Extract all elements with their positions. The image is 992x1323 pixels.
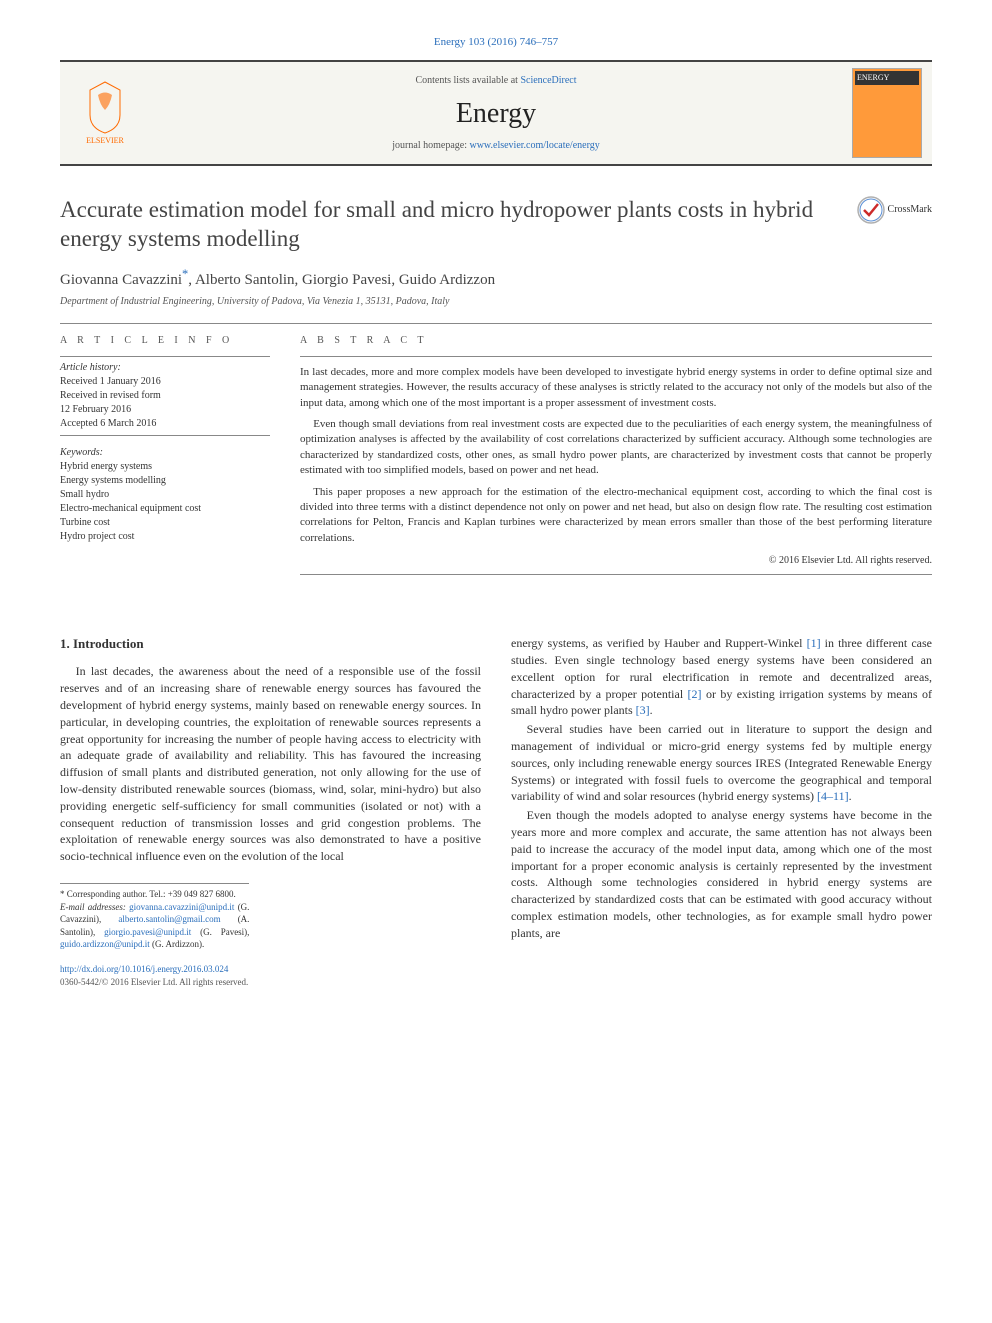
email-3[interactable]: giorgio.pavesi@unipd.it (104, 927, 191, 937)
crossmark-badge[interactable]: CrossMark (857, 196, 932, 224)
corresponding-footnote: * Corresponding author. Tel.: +39 049 82… (60, 888, 249, 901)
ref-link-2[interactable]: [2] (688, 687, 702, 701)
keyword: Small hydro (60, 488, 270, 502)
publisher-name: ELSEVIER (86, 135, 124, 146)
authors-rest: , Alberto Santolin, Giorgio Pavesi, Guid… (188, 272, 495, 288)
abstract-label: A B S T R A C T (300, 334, 932, 348)
history-accepted: Accepted 6 March 2016 (60, 417, 270, 431)
journal-cover-thumbnail: ENERGY (852, 68, 922, 158)
doi-block: http://dx.doi.org/10.1016/j.energy.2016.… (60, 963, 481, 988)
ref-link-1[interactable]: [1] (807, 636, 821, 650)
journal-name: Energy (140, 94, 852, 133)
ref-link-4-11[interactable]: [4–11] (817, 789, 849, 803)
intro-para-1: In last decades, the awareness about the… (60, 663, 481, 865)
homepage-prefix: journal homepage: (392, 140, 469, 151)
footnotes: * Corresponding author. Tel.: +39 049 82… (60, 883, 249, 951)
keyword: Electro-mechanical equipment cost (60, 502, 270, 516)
ref-link-3[interactable]: [3] (636, 703, 650, 717)
keyword: Hydro project cost (60, 530, 270, 544)
contents-prefix: Contents lists available at (415, 75, 520, 86)
history-revised-label: Received in revised form (60, 389, 270, 403)
journal-header: ELSEVIER Contents lists available at Sci… (60, 60, 932, 166)
intro-text: . (849, 789, 852, 803)
abstract-para-3: This paper proposes a new approach for t… (300, 485, 932, 547)
author-1: Giovanna Cavazzini (60, 272, 182, 288)
history-label: Article history: (60, 361, 270, 375)
keyword: Energy systems modelling (60, 474, 270, 488)
intro-text: Several studies have been carried out in… (511, 722, 932, 803)
abstract-para-1: In last decades, more and more complex m… (300, 365, 932, 411)
intro-text: . (650, 703, 653, 717)
intro-para-2: energy systems, as verified by Hauber an… (511, 635, 932, 719)
sciencedirect-link[interactable]: ScienceDirect (520, 75, 576, 86)
email-label: E-mail addresses: (60, 902, 129, 912)
history-revised-date: 12 February 2016 (60, 403, 270, 417)
article-title: Accurate estimation model for small and … (60, 196, 842, 254)
keyword: Turbine cost (60, 516, 270, 530)
abstract-para-2: Even though small deviations from real i… (300, 417, 932, 479)
email-name-4: (G. Ardizzon). (150, 939, 204, 949)
divider (60, 323, 932, 324)
elsevier-logo: ELSEVIER (70, 73, 140, 153)
intro-text: energy systems, as verified by Hauber an… (511, 636, 807, 650)
email-4[interactable]: guido.ardizzon@unipd.it (60, 939, 150, 949)
intro-heading: 1. Introduction (60, 635, 481, 653)
cover-title: ENERGY (855, 71, 919, 84)
email-2[interactable]: alberto.santolin@gmail.com (118, 914, 220, 924)
doi-link[interactable]: http://dx.doi.org/10.1016/j.energy.2016.… (60, 964, 228, 974)
email-footnote: E-mail addresses: giovanna.cavazzini@uni… (60, 901, 249, 951)
homepage-line: journal homepage: www.elsevier.com/locat… (140, 139, 852, 153)
intro-para-3: Several studies have been carried out in… (511, 721, 932, 805)
keyword: Hybrid energy systems (60, 460, 270, 474)
intro-para-4: Even though the models adopted to analys… (511, 807, 932, 941)
abstract-block: A B S T R A C T In last decades, more an… (300, 334, 932, 575)
abstract-copyright: © 2016 Elsevier Ltd. All rights reserved… (300, 554, 932, 568)
affiliation: Department of Industrial Engineering, Un… (60, 295, 932, 309)
crossmark-label: CrossMark (888, 203, 932, 217)
issn-copyright: 0360-5442/© 2016 Elsevier Ltd. All right… (60, 976, 481, 989)
article-info-block: A R T I C L E I N F O Article history: R… (60, 334, 270, 575)
keywords-label: Keywords: (60, 446, 270, 460)
authors-line: Giovanna Cavazzini*, Alberto Santolin, G… (60, 266, 932, 291)
email-name-3: (G. Pavesi), (191, 927, 249, 937)
article-info-label: A R T I C L E I N F O (60, 334, 270, 348)
history-received: Received 1 January 2016 (60, 375, 270, 389)
email-1[interactable]: giovanna.cavazzini@unipd.it (129, 902, 234, 912)
journal-reference: Energy 103 (2016) 746–757 (60, 35, 932, 50)
intro-column-right: energy systems, as verified by Hauber an… (511, 635, 932, 988)
contents-available-line: Contents lists available at ScienceDirec… (140, 74, 852, 88)
homepage-link[interactable]: www.elsevier.com/locate/energy (469, 140, 599, 151)
intro-column-left: 1. Introduction In last decades, the awa… (60, 635, 481, 988)
